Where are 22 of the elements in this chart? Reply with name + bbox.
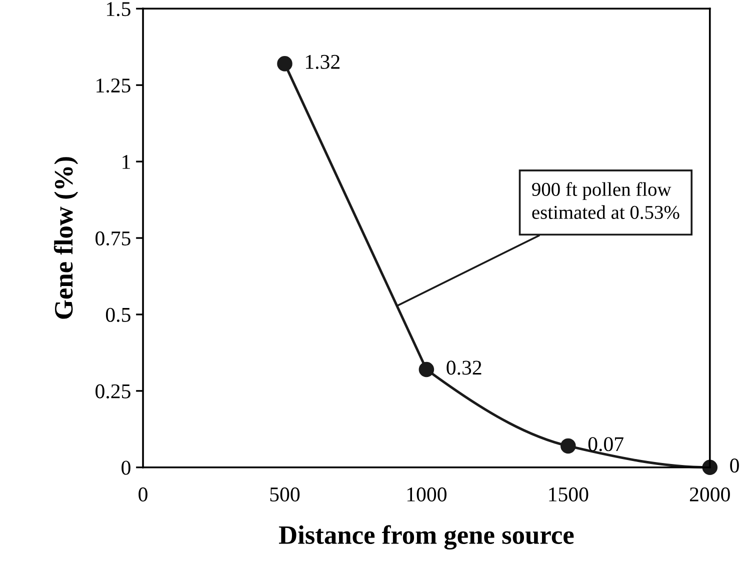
- y-tick-label: 1: [122, 155, 130, 169]
- data-label: 1.32: [306, 54, 340, 70]
- y-tick-label: 0.25: [96, 384, 130, 398]
- x-tick-label: 2000: [690, 487, 730, 502]
- annotation: 900 ft pollen flow estimated at 0.53%: [532, 182, 680, 220]
- x-tick-label: 0: [138, 487, 148, 502]
- y-axis-title: Gene flow (%): [54, 157, 78, 319]
- y-tick-label: 0.75: [96, 231, 130, 246]
- point: [418, 362, 434, 378]
- y-tick-label: 1.25: [96, 78, 130, 93]
- y-tick-label: 0: [122, 460, 130, 475]
- x-tick-label: 500: [270, 487, 300, 502]
- data-label: 0.32: [446, 360, 482, 375]
- x-tick-label: 1500: [549, 487, 588, 502]
- x-tick-label: 1000: [407, 487, 446, 502]
- y-tick-label: 0.5: [106, 308, 130, 322]
- data-label: 0: [730, 458, 739, 473]
- point: [277, 56, 292, 72]
- data-label: 0.07: [588, 437, 624, 452]
- y-tick-label: 1.5: [107, 2, 130, 16]
- point: [560, 438, 576, 454]
- x-axis-title: Distance from gene source: [278, 525, 574, 550]
